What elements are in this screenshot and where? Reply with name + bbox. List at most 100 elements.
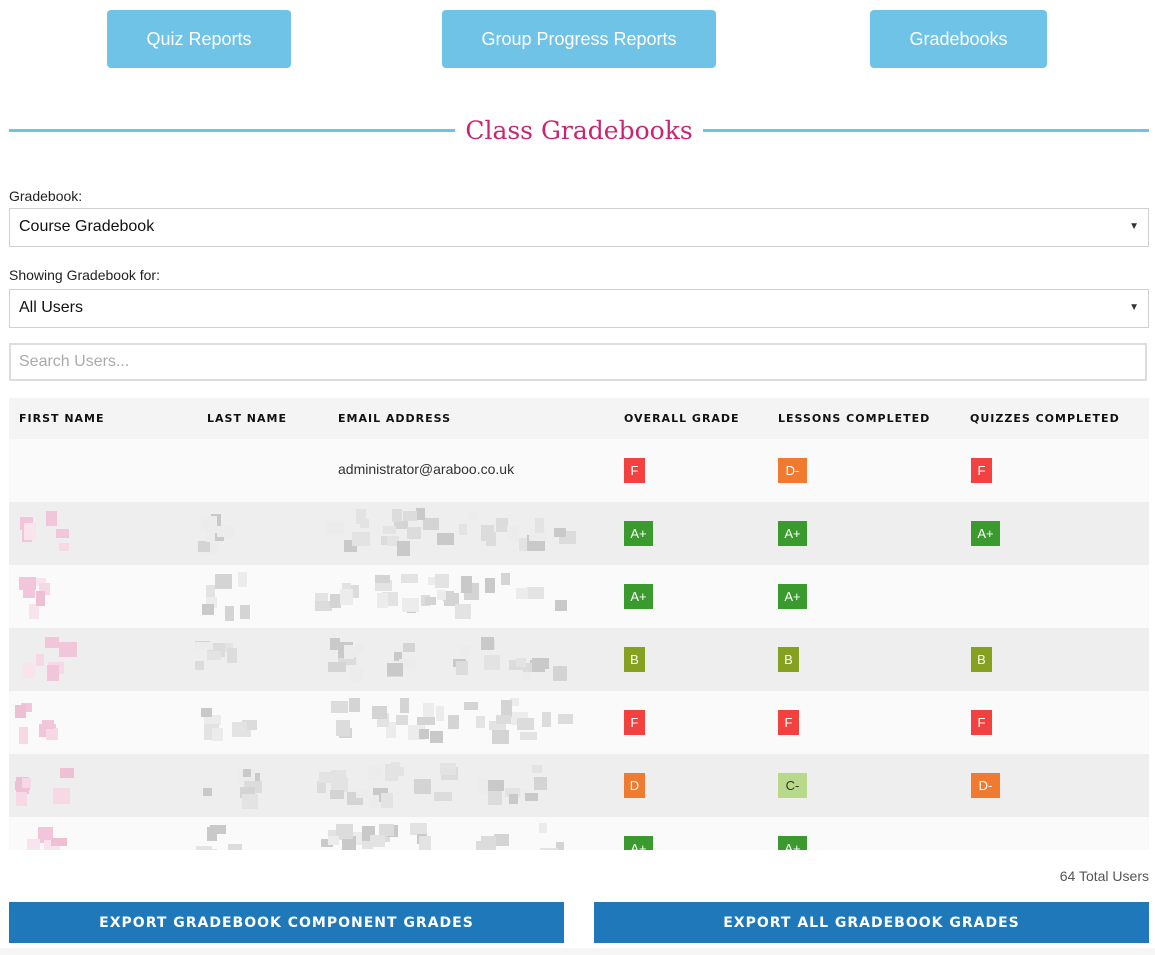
gradebook-select[interactable]: Course Gradebook ▼ [9,208,1149,247]
redacted-pixel-block [15,705,26,718]
overall-grade-badge: A+ [624,521,653,546]
redacted-pixel-block [36,654,44,666]
redacted-pixel-block [375,575,390,583]
redacted-pixel-block [396,715,408,725]
header-lessons-completed[interactable]: LESSONS COMPLETED [778,412,931,425]
redacted-pixel-block [221,643,233,652]
table-row: administrator@araboo.co.uk F D- F [9,439,1149,502]
redacted-pixel-block [60,768,74,778]
redacted-pixel-block [215,574,232,589]
redacted-pixel-block [516,658,526,667]
lessons-grade-badge: B [778,647,799,672]
redacted-pixel-block [386,722,396,738]
redacted-pixel-block [242,794,258,809]
redacted-pixel-block [225,606,234,621]
redacted-pixel-block [227,648,237,663]
redacted-pixel-block [513,789,528,799]
page-title-wrap: Class Gradebooks [9,112,1149,150]
redacted-pixel-block [331,701,348,713]
redacted-pixel-block [201,516,217,530]
header-email[interactable]: EMAIL ADDRESS [338,412,452,425]
redacted-pixel-block [448,715,459,729]
email-cell: administrator@araboo.co.uk [338,461,515,477]
redacted-pixel-block [195,642,213,650]
overall-grade-badge: B [624,647,645,672]
redacted-pixel-block [381,793,393,808]
redacted-pixel-block [397,541,410,556]
redacted-pixel-block [243,769,251,777]
total-users-count: 64 Total Users [1059,868,1149,884]
redacted-pixel-block [317,781,326,793]
redacted-pixel-block [232,722,247,737]
redacted-pixel-block [362,833,373,849]
redacted-pixel-block [375,580,392,591]
redacted-pixel-block [553,666,567,681]
redacted-pixel-block [349,698,360,712]
redacted-pixel-block [206,597,217,608]
redacted-pixel-block [492,730,509,744]
redacted-pixel-block [417,717,435,725]
redacted-pixel-block [387,663,403,676]
redacted-pixel-block [46,511,57,526]
table-header: FIRST NAME LAST NAME EMAIL ADDRESS OVERA… [9,398,1149,439]
redacted-pixel-block [56,529,69,538]
redacted-pixel-block [487,780,504,791]
redacted-pixel-block [202,604,214,615]
redacted-pixel-block [558,714,573,724]
header-quizzes-completed[interactable]: QUIZZES COMPLETED [970,412,1120,425]
redacted-pixel-block [352,532,370,546]
group-progress-reports-button[interactable]: Group Progress Reports [442,10,716,68]
search-input[interactable] [11,345,1145,379]
redacted-pixel-block [519,538,527,551]
redacted-pixel-block [520,732,537,740]
table-row: D C- D- [9,754,1149,817]
redacted-pixel-block [45,637,59,648]
redacted-pixel-block [19,577,36,590]
redacted-pixel-block [330,790,344,799]
redacted-pixel-block [59,543,69,551]
redacted-pixel-block [53,788,70,804]
quizzes-grade-badge: F [971,458,992,483]
redacted-pixel-block [368,765,383,780]
gradebooks-button[interactable]: Gradebooks [870,10,1047,68]
redacted-pixel-block [355,644,365,653]
quizzes-grade-badge: D- [971,773,1000,798]
overall-grade-badge: A+ [624,836,653,850]
page-title: Class Gradebooks [455,116,703,145]
redacted-pixel-block [468,511,478,519]
redacted-pixel-block [327,521,344,535]
redacted-pixel-block [488,790,502,805]
redacted-pixel-block [414,779,431,794]
redacted-pixel-block [27,839,40,850]
redacted-pixel-block [402,598,419,612]
redacted-pixel-block [416,508,425,520]
header-last-name[interactable]: LAST NAME [207,412,287,425]
redacted-pixel-block [350,667,363,681]
redacted-pixel-block [539,823,547,833]
redacted-pixel-block [554,528,566,537]
redacted-pixel-block [342,583,351,594]
export-component-grades-button[interactable]: EXPORT GRADEBOOK COMPONENT GRADES [9,902,564,943]
redacted-pixel-block [403,511,417,521]
redacted-pixel-block [204,715,221,725]
redacted-pixel-block [195,661,204,670]
redacted-pixel-block [319,772,335,783]
redacted-pixel-block [38,827,53,843]
redacted-pixel-block [377,593,388,608]
redacted-pixel-block [532,765,542,773]
redacted-pixel-block [419,836,431,850]
redacted-pixel-block [39,583,50,595]
lessons-grade-badge: A+ [778,836,807,850]
redacted-pixel-block [428,577,441,585]
redacted-pixel-block [379,824,394,836]
header-overall-grade[interactable]: OVERALL GRADE [624,412,740,425]
users-filter-select[interactable]: All Users ▼ [9,289,1149,328]
quiz-reports-button[interactable]: Quiz Reports [107,10,291,68]
redacted-pixel-block [19,727,28,744]
gradebook-select-value: Course Gradebook [19,218,155,235]
redacted-pixel-block [328,662,346,672]
header-first-name[interactable]: FIRST NAME [19,412,105,425]
export-all-grades-button[interactable]: EXPORT ALL GRADEBOOK GRADES [594,902,1149,943]
